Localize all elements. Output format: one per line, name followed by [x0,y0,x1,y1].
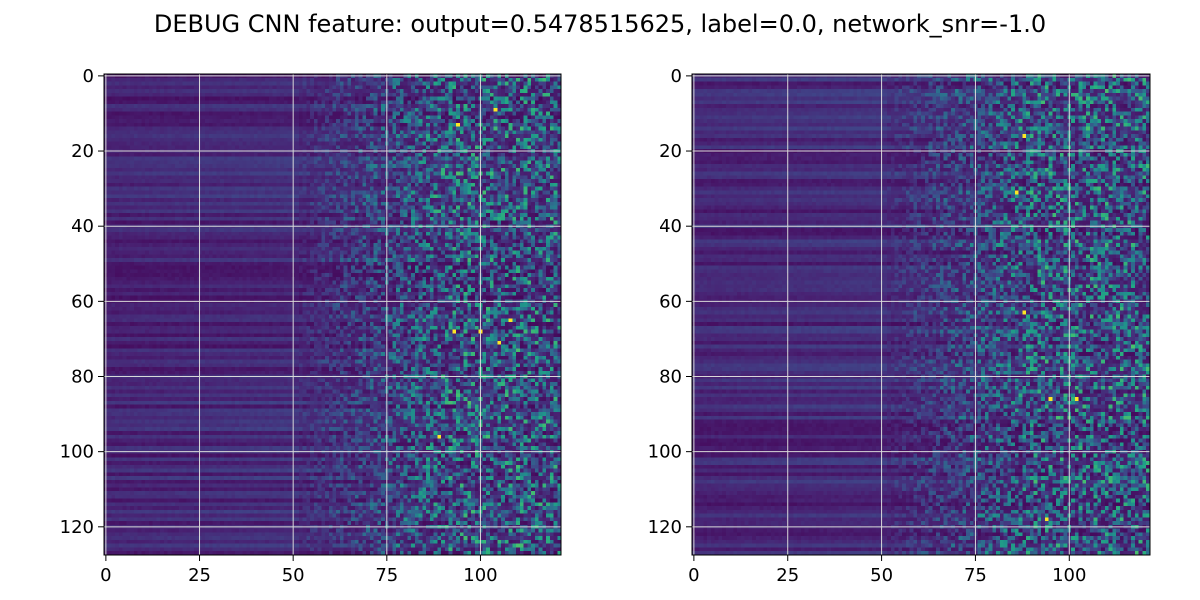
x-tick-label: 0 [688,565,699,586]
y-tick-label: 20 [71,141,94,162]
y-tick-label: 60 [659,291,682,312]
axes-frame [103,73,562,556]
x-tick-label: 25 [776,565,799,586]
y-tick-label: 0 [83,66,94,87]
y-tick-label: 20 [659,141,682,162]
heatmap-image [104,74,561,555]
x-tick-label: 100 [463,565,497,586]
x-tick-label: 75 [375,565,398,586]
y-tick-label: 40 [659,216,682,237]
x-tick-label: 0 [100,565,111,586]
x-tick-label: 25 [188,565,211,586]
y-tick-label: 80 [659,367,682,388]
y-tick-label: 80 [71,367,94,388]
figure-title: DEBUG CNN feature: output=0.5478515625, … [154,10,1046,38]
x-tick-label: 50 [282,565,305,586]
y-tick-label: 100 [60,442,94,463]
y-tick-label: 100 [648,442,682,463]
x-tick-label: 100 [1052,565,1086,586]
y-tick-label: 60 [71,291,94,312]
y-tick-label: 120 [648,517,682,538]
heatmap-panel-right: 0 25 50 75 100 0 20 40 60 80 100 120 [648,66,1151,586]
x-tick-label: 75 [964,565,987,586]
y-tick-label: 40 [71,216,94,237]
heatmap-image [692,74,1150,555]
heatmap-panel-left: 0 25 50 75 100 0 20 40 60 80 100 120 [60,66,562,586]
y-tick-label: 0 [671,66,682,87]
x-tick-label: 50 [870,565,893,586]
axes-frame [691,73,1151,556]
y-tick-label: 120 [60,517,94,538]
